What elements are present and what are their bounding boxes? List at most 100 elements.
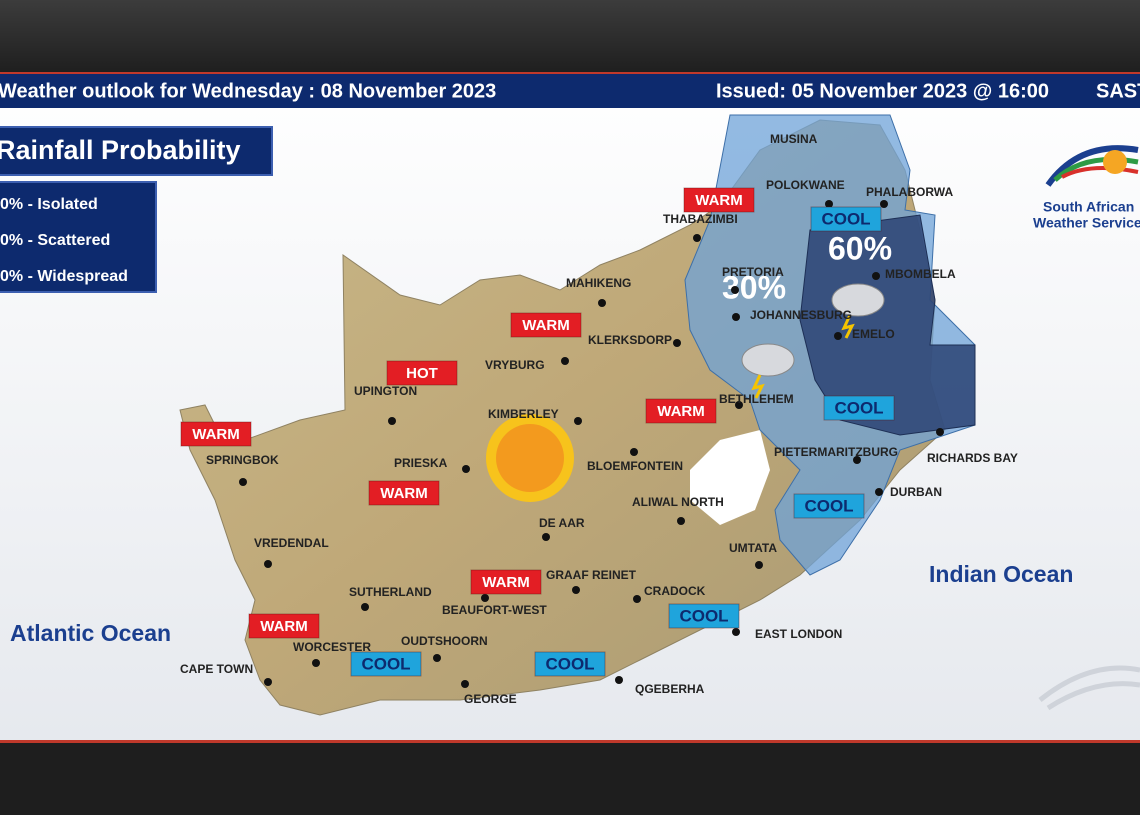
city-dot xyxy=(264,560,272,568)
logo-arc xyxy=(1053,156,1139,182)
temperature-tag-box xyxy=(668,603,740,629)
city-label: QGEBERHA xyxy=(635,682,705,696)
city-dot xyxy=(572,586,580,594)
city-label: GEORGE xyxy=(464,692,517,706)
header-bar xyxy=(0,74,1140,108)
logo-text: Weather Service xyxy=(1033,215,1140,231)
watermark xyxy=(1038,665,1140,711)
city-dot xyxy=(732,313,740,321)
city-dot xyxy=(853,456,861,464)
temperature-tag: COOL xyxy=(804,496,853,515)
city-label: UMTATA xyxy=(729,541,777,555)
temperature-tag: WARM xyxy=(380,485,428,502)
legend-item: 0% - Widespread xyxy=(0,268,128,285)
logo-text: South African xyxy=(1043,199,1134,215)
city-dot xyxy=(574,417,582,425)
temperature-tag-box xyxy=(470,569,542,595)
city-dot xyxy=(834,332,842,340)
logo-arc xyxy=(1045,145,1139,187)
city-dot xyxy=(433,654,441,662)
city-dot xyxy=(312,659,320,667)
temperature-tag: COOL xyxy=(679,606,728,625)
city-label: PHALABORWA xyxy=(866,185,953,199)
city-label: BEAUFORT-WEST xyxy=(442,603,547,617)
city-dot xyxy=(462,465,470,473)
lightning xyxy=(751,374,765,399)
legend-title-box xyxy=(0,126,273,176)
city-label: POLOKWANE xyxy=(766,178,845,192)
temperature-tag-box xyxy=(823,395,895,421)
city-dot xyxy=(872,272,880,280)
city-label: THABAZIMBI xyxy=(663,212,738,226)
temperature-tag: COOL xyxy=(545,654,594,673)
city-dot xyxy=(633,595,641,603)
legend-box xyxy=(0,181,157,293)
temperature-tag: COOL xyxy=(361,654,410,673)
city-label: DE AAR xyxy=(539,516,585,530)
header-rule xyxy=(0,72,1140,74)
city-dot xyxy=(673,339,681,347)
temperature-tag-box xyxy=(683,187,755,213)
city-label: BETHLEHEM xyxy=(719,392,794,406)
city-label: EMELO xyxy=(852,327,895,341)
city-label: DURBAN xyxy=(890,485,942,499)
city-dot xyxy=(388,417,396,425)
city-label: PIETERMARITZBURG xyxy=(774,445,898,459)
city-label: KIMBERLEY xyxy=(488,407,559,421)
storm-cloud xyxy=(831,283,885,339)
legend-item: 0% - Isolated xyxy=(0,196,98,213)
city-label: VREDENDAL xyxy=(254,536,329,550)
city-dot xyxy=(875,488,883,496)
legend-item: 0% - Scattered xyxy=(0,232,110,249)
temperature-tag: WARM xyxy=(657,403,705,420)
city-dot xyxy=(630,448,638,456)
city-label: RICHARDS BAY xyxy=(927,451,1018,465)
temperature-tag-box xyxy=(510,312,582,338)
logo-arc xyxy=(1061,166,1139,179)
city-label: PRIESKA xyxy=(394,456,448,470)
city-label: KLERKSDORP xyxy=(588,333,672,347)
city-label: OUDTSHOORN xyxy=(401,634,488,648)
city-label: JOHANNESBURG xyxy=(750,308,852,322)
temperature-tag: WARM xyxy=(482,574,530,591)
logo-sun xyxy=(1103,150,1127,174)
temperature-tag-box xyxy=(793,493,865,519)
city-dot xyxy=(693,234,701,242)
temperature-tag-box xyxy=(368,480,440,506)
temperature-tag-box xyxy=(645,398,717,424)
temperature-tag: COOL xyxy=(821,209,870,228)
city-label: MBOMBELA xyxy=(885,267,956,281)
timezone: SAST xyxy=(1096,80,1140,102)
cloud xyxy=(831,283,885,317)
rain-probability: 60% xyxy=(828,230,892,266)
sun xyxy=(486,414,574,502)
city-dot xyxy=(755,561,763,569)
temperature-tag: WARM xyxy=(695,192,743,209)
ocean-label: Indian Ocean xyxy=(929,561,1073,587)
city-dot xyxy=(542,533,550,541)
bottom-rule xyxy=(0,740,1140,743)
city-label: WORCESTER xyxy=(293,640,371,654)
temperature-tag-box xyxy=(810,206,882,232)
city-dot xyxy=(936,428,944,436)
rain-zone-60 xyxy=(799,214,976,436)
city-dot xyxy=(481,594,489,602)
bottom-frame xyxy=(0,740,1140,815)
city-dot xyxy=(361,603,369,611)
city-dot xyxy=(598,299,606,307)
sun-disc xyxy=(496,424,564,492)
city-label: SUTHERLAND xyxy=(349,585,432,599)
city-dot xyxy=(880,200,888,208)
temperature-tag: COOL xyxy=(834,398,883,417)
city-label: PRETORIA xyxy=(722,265,784,279)
logo xyxy=(1045,145,1139,187)
issued-date: Issued: 05 November 2023 @ 16:00 xyxy=(716,80,1049,102)
city-dot xyxy=(825,200,833,208)
city-dot xyxy=(615,676,623,684)
city-label: CRADOCK xyxy=(644,584,706,598)
city-dot xyxy=(239,478,247,486)
temperature-tag-box xyxy=(248,613,320,639)
top-frame xyxy=(0,0,1140,72)
temperature-tag-box xyxy=(180,421,252,447)
